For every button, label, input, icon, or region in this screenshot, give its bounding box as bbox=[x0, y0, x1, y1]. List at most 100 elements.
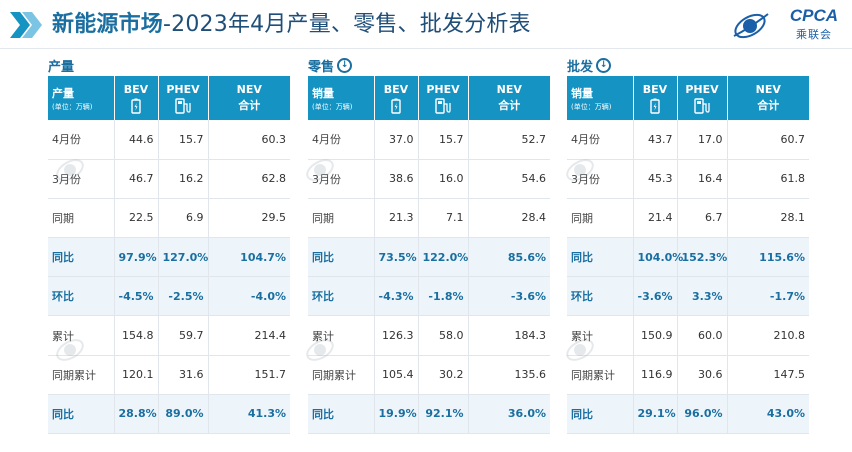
cell-nev: 28.1 bbox=[727, 198, 809, 239]
cell-phev: 15.7 bbox=[158, 120, 209, 160]
col-header-label: PHEV bbox=[685, 82, 719, 96]
panel-title: 零售 ↓ bbox=[308, 54, 550, 76]
cell-phev: 92.1% bbox=[418, 394, 469, 435]
cell-nev: 184.3 bbox=[468, 315, 550, 356]
row-label: 同比 bbox=[308, 237, 375, 278]
cell-nev: 52.7 bbox=[468, 120, 550, 160]
row-header-label: 产量 bbox=[52, 86, 74, 100]
row-label: 同比 bbox=[567, 394, 634, 435]
cell-bev: 21.4 bbox=[633, 198, 678, 239]
cell-phev: 6.7 bbox=[677, 198, 728, 239]
col-header-label: NEV bbox=[496, 83, 522, 96]
table-row: 4月份 37.0 15.7 52.7 bbox=[308, 120, 550, 160]
fuel-pump-icon bbox=[694, 97, 710, 114]
cell-phev: 89.0% bbox=[158, 394, 209, 435]
cell-nev: 104.7% bbox=[208, 237, 290, 278]
table-header-row: 产量 (单位：万辆) BEV PHEV NEV 合计 bbox=[48, 76, 290, 120]
header-divider bbox=[0, 48, 852, 49]
logo-brand: CPCA bbox=[789, 6, 838, 25]
cell-bev: 116.9 bbox=[633, 355, 678, 395]
cell-bev: 28.8% bbox=[114, 394, 159, 435]
table-header-row: 销量 (单位：万辆) BEV PHEV NEV 合计 bbox=[567, 76, 809, 120]
cell-bev: 154.8 bbox=[114, 315, 159, 356]
cell-phev: 17.0 bbox=[677, 120, 728, 160]
cell-nev: 60.7 bbox=[727, 120, 809, 160]
fuel-pump-icon bbox=[435, 97, 451, 114]
cell-phev: 59.7 bbox=[158, 315, 209, 356]
table-row: 环比 -3.6% 3.3% -1.7% bbox=[567, 276, 809, 317]
col-header-label: NEV bbox=[236, 83, 262, 96]
row-label: 累计 bbox=[308, 315, 375, 356]
battery-icon bbox=[391, 98, 401, 114]
row-label: 3月份 bbox=[567, 159, 634, 199]
cell-phev: 30.2 bbox=[418, 355, 469, 395]
fuel-pump-icon bbox=[175, 97, 191, 114]
row-label: 同期 bbox=[567, 198, 634, 239]
panel-title-text: 产量 bbox=[48, 59, 75, 75]
table-row: 同比 97.9% 127.0% 104.7% bbox=[48, 237, 290, 278]
table-row: 同比 28.8% 89.0% 41.3% bbox=[48, 394, 290, 435]
table-row: 3月份 45.3 16.4 61.8 bbox=[567, 159, 809, 199]
table-row: 环比 -4.5% -2.5% -4.0% bbox=[48, 276, 290, 317]
cell-phev: 31.6 bbox=[158, 355, 209, 395]
cell-phev: 16.4 bbox=[677, 159, 728, 199]
col-header-phev: PHEV bbox=[158, 76, 209, 120]
cell-nev: 214.4 bbox=[208, 315, 290, 356]
panel-1: 零售 ↓ 销量 (单位：万辆) BEV PHEV NEV 合计 4月份 37.0 15.7 52.7 3… bbox=[308, 54, 550, 435]
row-label: 环比 bbox=[567, 276, 634, 317]
row-label: 同期累计 bbox=[48, 355, 115, 395]
arrow-down-circle-icon: ↓ bbox=[337, 57, 353, 73]
row-label: 同比 bbox=[308, 394, 375, 435]
battery-icon bbox=[131, 98, 141, 114]
row-label: 同期 bbox=[48, 198, 115, 239]
unit-label: (单位：万辆) bbox=[52, 102, 93, 111]
cell-nev: 210.8 bbox=[727, 315, 809, 356]
cell-nev: 29.5 bbox=[208, 198, 290, 239]
cell-nev: 61.8 bbox=[727, 159, 809, 199]
cell-phev: 16.2 bbox=[158, 159, 209, 199]
cell-bev: 29.1% bbox=[633, 394, 678, 435]
row-label: 累计 bbox=[48, 315, 115, 356]
battery-icon bbox=[650, 98, 660, 114]
cell-bev: 105.4 bbox=[374, 355, 419, 395]
row-label: 4月份 bbox=[308, 120, 375, 160]
cell-phev: 58.0 bbox=[418, 315, 469, 356]
data-table: 销量 (单位：万辆) BEV PHEV NEV 合计 4月份 43.7 17.0 60.7 3月份 4… bbox=[567, 76, 809, 435]
cell-bev: -4.3% bbox=[374, 276, 419, 317]
cell-bev: 73.5% bbox=[374, 237, 419, 278]
data-table: 销量 (单位：万辆) BEV PHEV NEV 合计 4月份 37.0 15.7 52.7 3月份 3… bbox=[308, 76, 550, 435]
col-header-label: 合计 bbox=[238, 99, 261, 112]
cell-nev: 151.7 bbox=[208, 355, 290, 395]
cell-nev: -3.6% bbox=[468, 276, 550, 317]
arrow-down-circle-icon: ↓ bbox=[596, 57, 612, 73]
globe-logo-icon bbox=[733, 13, 769, 39]
cell-bev: 120.1 bbox=[114, 355, 159, 395]
col-header-bev: BEV bbox=[633, 76, 678, 120]
table-row: 累计 126.3 58.0 184.3 bbox=[308, 315, 550, 356]
cell-bev: -4.5% bbox=[114, 276, 159, 317]
cell-phev: 6.9 bbox=[158, 198, 209, 239]
cell-phev: 96.0% bbox=[677, 394, 728, 435]
cell-nev: -4.0% bbox=[208, 276, 290, 317]
cell-bev: 97.9% bbox=[114, 237, 159, 278]
cell-bev: 38.6 bbox=[374, 159, 419, 199]
cell-nev: 115.6% bbox=[727, 237, 809, 278]
col-header-label: BEV bbox=[642, 82, 668, 96]
row-label: 3月份 bbox=[308, 159, 375, 199]
col-header-label: BEV bbox=[383, 82, 409, 96]
cell-bev: 21.3 bbox=[374, 198, 419, 239]
cell-phev: 127.0% bbox=[158, 237, 209, 278]
double-chevron-icon bbox=[10, 12, 42, 38]
cell-bev: 104.0% bbox=[633, 237, 683, 278]
row-label: 环比 bbox=[48, 276, 115, 317]
table-row: 同期累计 116.9 30.6 147.5 bbox=[567, 355, 809, 395]
cell-phev: 3.3% bbox=[677, 276, 728, 317]
row-label: 累计 bbox=[567, 315, 634, 356]
col-header-nev: NEV 合计 bbox=[208, 76, 290, 120]
table-header-row: 销量 (单位：万辆) BEV PHEV NEV 合计 bbox=[308, 76, 550, 120]
table-row: 3月份 38.6 16.0 54.6 bbox=[308, 159, 550, 199]
cell-phev: 15.7 bbox=[418, 120, 469, 160]
page-title: 新能源市场-2023年4月产量、零售、批发分析表 bbox=[52, 8, 531, 42]
row-label: 环比 bbox=[308, 276, 375, 317]
row-header-cell: 销量 (单位：万辆) bbox=[567, 76, 634, 120]
